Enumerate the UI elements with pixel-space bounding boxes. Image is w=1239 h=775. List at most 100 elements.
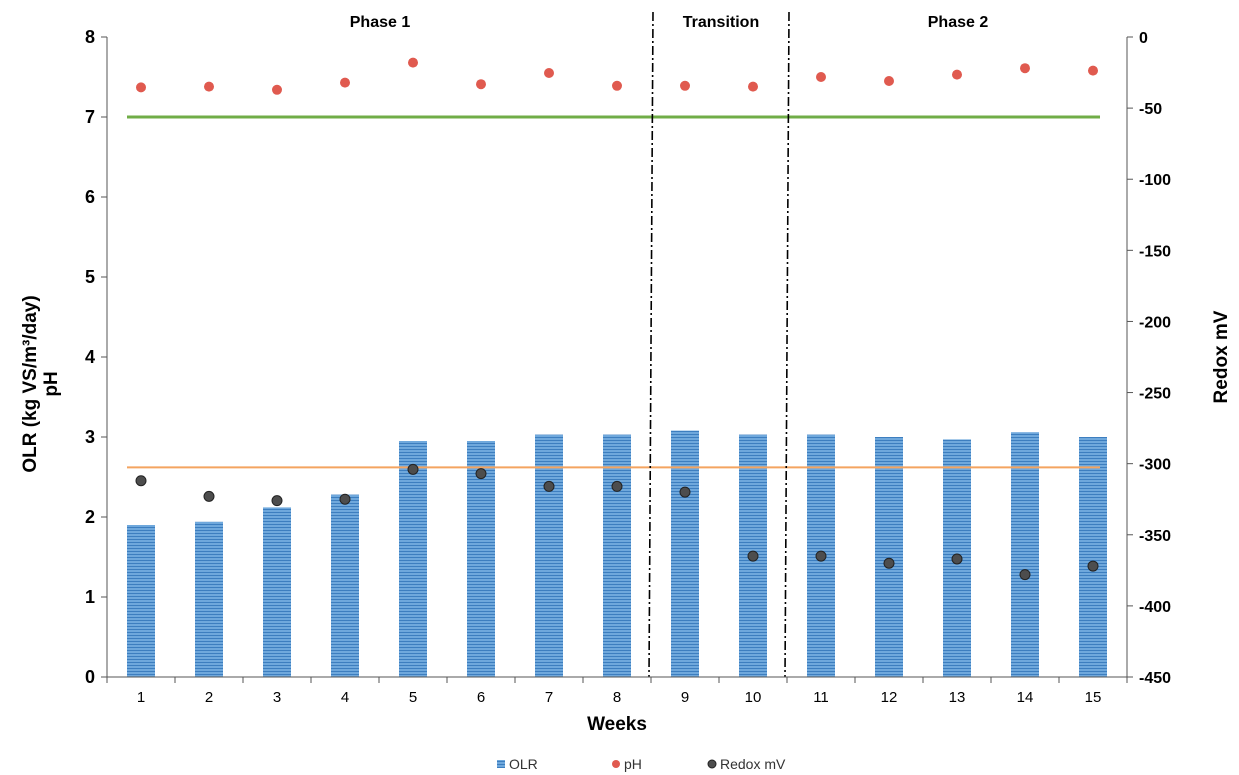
redox-point bbox=[883, 557, 895, 569]
redox-point bbox=[815, 550, 827, 562]
phase-label: Phase 1 bbox=[350, 14, 411, 31]
ph-point bbox=[748, 81, 758, 92]
olr-bar bbox=[399, 441, 427, 677]
right-tick-label: 0 bbox=[1139, 30, 1148, 47]
left-tick-label: 6 bbox=[85, 187, 95, 207]
redox-point bbox=[1087, 560, 1099, 572]
olr-bar bbox=[1079, 437, 1107, 677]
ph-point bbox=[1020, 63, 1030, 74]
legend-marker-redox bbox=[707, 759, 717, 769]
phase-divider-line bbox=[648, 11, 654, 678]
olr-bar bbox=[467, 441, 495, 677]
redox-point bbox=[203, 490, 215, 502]
right-tick-label: -200 bbox=[1139, 314, 1171, 331]
x-tick-label: 8 bbox=[613, 689, 621, 706]
olr-bar bbox=[127, 525, 155, 677]
olr-bar bbox=[535, 434, 563, 677]
x-tick-label: 12 bbox=[881, 689, 898, 706]
x-tick-label: 14 bbox=[1017, 689, 1034, 706]
left-tick-label: 7 bbox=[85, 107, 95, 127]
olr-bar bbox=[875, 437, 903, 677]
left-axis-title-ph: pH bbox=[41, 371, 62, 396]
olr-bar bbox=[331, 494, 359, 677]
x-tick-label: 13 bbox=[949, 689, 966, 706]
right-axis-title: Redox mV bbox=[1211, 310, 1232, 403]
redox-points bbox=[135, 463, 1099, 581]
redox-point bbox=[271, 495, 283, 507]
right-tick-label: -50 bbox=[1139, 101, 1162, 118]
ph-point bbox=[816, 72, 826, 82]
legend-marker-ph bbox=[612, 760, 620, 768]
redox-point bbox=[407, 463, 419, 475]
ph-point bbox=[476, 79, 486, 90]
ph-point bbox=[680, 80, 690, 91]
x-tick-label: 1 bbox=[137, 689, 145, 706]
right-tick-label: -350 bbox=[1139, 528, 1171, 545]
ph-point bbox=[408, 57, 418, 68]
ph-point bbox=[612, 80, 622, 91]
legend: OLR pH Redox mV bbox=[497, 756, 786, 772]
olr-bar bbox=[603, 434, 631, 677]
redox-point bbox=[1019, 569, 1031, 581]
ph-point bbox=[884, 76, 894, 86]
olr-bar bbox=[263, 507, 291, 677]
olr-bar bbox=[1011, 432, 1039, 677]
x-tick-label: 7 bbox=[545, 689, 553, 706]
left-axis-title-olr: OLR (kg VS/m³/day) bbox=[20, 295, 41, 472]
phase-divider-line bbox=[784, 11, 790, 678]
redox-point bbox=[339, 493, 351, 505]
right-tick-label: -300 bbox=[1139, 457, 1171, 474]
redox-point bbox=[475, 468, 487, 480]
phase-label: Phase 2 bbox=[928, 14, 989, 31]
legend-marker-olr bbox=[497, 760, 505, 768]
x-tick-label: 4 bbox=[341, 689, 349, 706]
x-tick-label: 10 bbox=[745, 689, 762, 706]
phase-label: Transition bbox=[683, 14, 759, 31]
x-tick-label: 3 bbox=[273, 689, 281, 706]
right-tick-label: -250 bbox=[1139, 386, 1171, 403]
axes: 012345678-450-400-350-300-250-200-150-10… bbox=[85, 27, 1171, 706]
x-tick-label: 11 bbox=[813, 689, 829, 706]
olr-bar bbox=[671, 430, 699, 677]
right-tick-label: -400 bbox=[1139, 599, 1171, 616]
redox-point bbox=[951, 553, 963, 565]
x-tick-label: 9 bbox=[681, 689, 689, 706]
ph-point bbox=[952, 69, 962, 80]
legend-label: OLR bbox=[509, 756, 538, 772]
right-tick-label: -450 bbox=[1139, 670, 1171, 687]
ph-point bbox=[544, 68, 554, 78]
ph-points bbox=[136, 57, 1098, 95]
redox-point bbox=[543, 480, 555, 492]
ph-point bbox=[340, 77, 350, 88]
legend-label: pH bbox=[624, 756, 642, 772]
ph-point bbox=[272, 84, 282, 95]
left-tick-label: 1 bbox=[85, 587, 95, 607]
left-tick-label: 4 bbox=[85, 347, 95, 367]
left-tick-label: 8 bbox=[85, 27, 95, 47]
x-tick-label: 5 bbox=[409, 689, 417, 706]
left-tick-label: 2 bbox=[85, 507, 95, 527]
olr-bars bbox=[127, 430, 1107, 677]
redox-point bbox=[611, 480, 623, 492]
olr-bar bbox=[195, 521, 223, 677]
redox-point bbox=[135, 475, 147, 487]
right-tick-label: -100 bbox=[1139, 172, 1171, 189]
x-axis-title: Weeks bbox=[587, 714, 647, 735]
right-tick-label: -150 bbox=[1139, 243, 1171, 260]
labels: Weeks OLR (kg VS/m³/day) pH Redox mV Phase 1… bbox=[20, 14, 1232, 735]
x-tick-label: 6 bbox=[477, 689, 485, 706]
redox-point bbox=[747, 550, 759, 562]
phase-dividers bbox=[648, 11, 790, 678]
left-tick-label: 5 bbox=[85, 267, 95, 287]
redox-point bbox=[679, 486, 691, 498]
left-tick-label: 0 bbox=[85, 667, 95, 687]
x-tick-label: 2 bbox=[205, 689, 213, 706]
ph-point bbox=[136, 82, 146, 93]
reference-lines bbox=[127, 115, 1100, 469]
ph-point bbox=[204, 81, 214, 92]
ph-point bbox=[1088, 65, 1098, 76]
legend-label: Redox mV bbox=[720, 756, 786, 772]
x-tick-label: 15 bbox=[1085, 689, 1102, 706]
left-tick-label: 3 bbox=[85, 427, 95, 447]
